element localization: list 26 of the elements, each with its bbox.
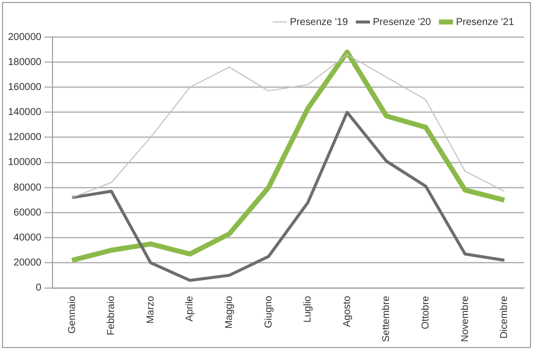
y-tick-label: 60000: [14, 207, 42, 218]
x-tick-label: Dicembre: [499, 295, 510, 339]
x-tick-label: Marzo: [145, 295, 156, 324]
x-tick-label: Febbraio: [106, 295, 118, 336]
y-tick-label: 80000: [14, 182, 42, 194]
y-tick-label: 0: [36, 282, 42, 294]
legend-label: Presenze '20: [372, 16, 432, 28]
x-tick-label: Settembre: [381, 295, 392, 342]
legend-label: Presenze '19: [290, 16, 348, 28]
x-tick-label: Agosto: [342, 295, 353, 328]
y-tick-label: 160000: [8, 82, 42, 93]
legend-label: Presenze '21: [456, 16, 514, 28]
y-tick-label: 200000: [8, 32, 42, 43]
x-tick-label: Giugno: [263, 295, 274, 328]
x-tick-label: Luglio: [302, 295, 314, 323]
x-tick-label: Maggio: [224, 295, 235, 329]
y-tick-label: 40000: [14, 232, 42, 244]
y-tick-label: 140000: [8, 107, 42, 118]
y-tick-label: 20000: [14, 258, 42, 269]
y-tick-label: 180000: [8, 56, 42, 68]
x-tick-label: Novembre: [460, 295, 471, 342]
x-tick-label: Aprile: [184, 295, 196, 322]
x-tick-label: Gennaio: [66, 295, 78, 334]
y-tick-label: 100000: [8, 157, 42, 168]
y-tick-label: 120000: [8, 132, 42, 144]
x-tick-label: Ottobre: [420, 295, 432, 330]
